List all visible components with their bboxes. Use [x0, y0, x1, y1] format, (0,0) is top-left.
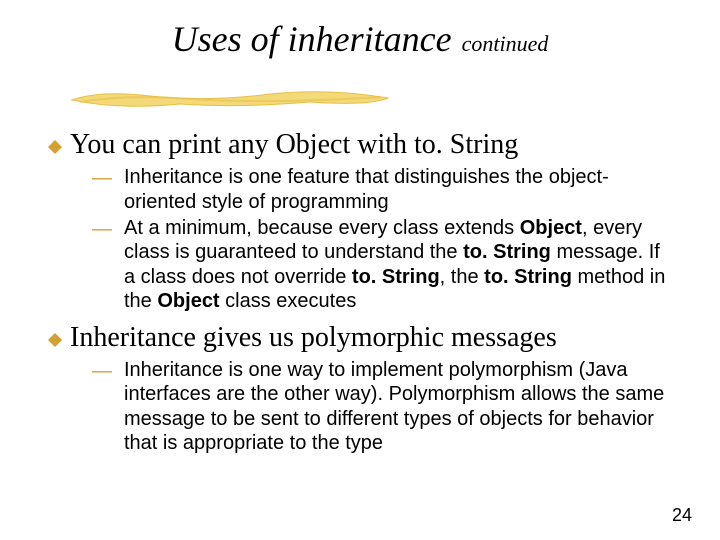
- slide-content: You can print any Object with to. String…: [0, 117, 720, 455]
- main-bullet-text: Inheritance gives us polymorphic message…: [70, 322, 557, 354]
- sub-bullet: — Inheritance is one way to implement pol…: [92, 358, 670, 456]
- sub-bullet-list: — Inheritance is one feature that disting…: [92, 165, 670, 313]
- diamond-bullet-icon: [48, 333, 62, 347]
- sub-bullet-list: — Inheritance is one way to implement pol…: [92, 358, 670, 456]
- diamond-bullet-icon: [48, 140, 62, 154]
- sub-bullet: — Inheritance is one feature that disting…: [92, 165, 670, 214]
- sub-bullet: — At a minimum, because every class exten…: [92, 216, 670, 314]
- page-number: 24: [672, 505, 692, 526]
- dash-bullet-icon: —: [92, 359, 112, 384]
- slide-title-block: Uses of inheritance continued: [0, 0, 720, 60]
- main-bullet: You can print any Object with to. String: [48, 129, 670, 161]
- sub-bullet-text: At a minimum, because every class extend…: [124, 216, 670, 314]
- sub-bullet-text: Inheritance is one way to implement poly…: [124, 358, 670, 456]
- sub-bullet-text: Inheritance is one feature that distingu…: [124, 165, 670, 214]
- dash-bullet-icon: —: [92, 217, 112, 242]
- dash-bullet-icon: —: [92, 166, 112, 191]
- main-bullet: Inheritance gives us polymorphic message…: [48, 322, 670, 354]
- slide-title: Uses of inheritance: [172, 19, 452, 59]
- main-bullet-text: You can print any Object with to. String: [70, 129, 518, 161]
- title-underline-stroke: [70, 84, 390, 112]
- slide-title-sub: continued: [462, 31, 549, 56]
